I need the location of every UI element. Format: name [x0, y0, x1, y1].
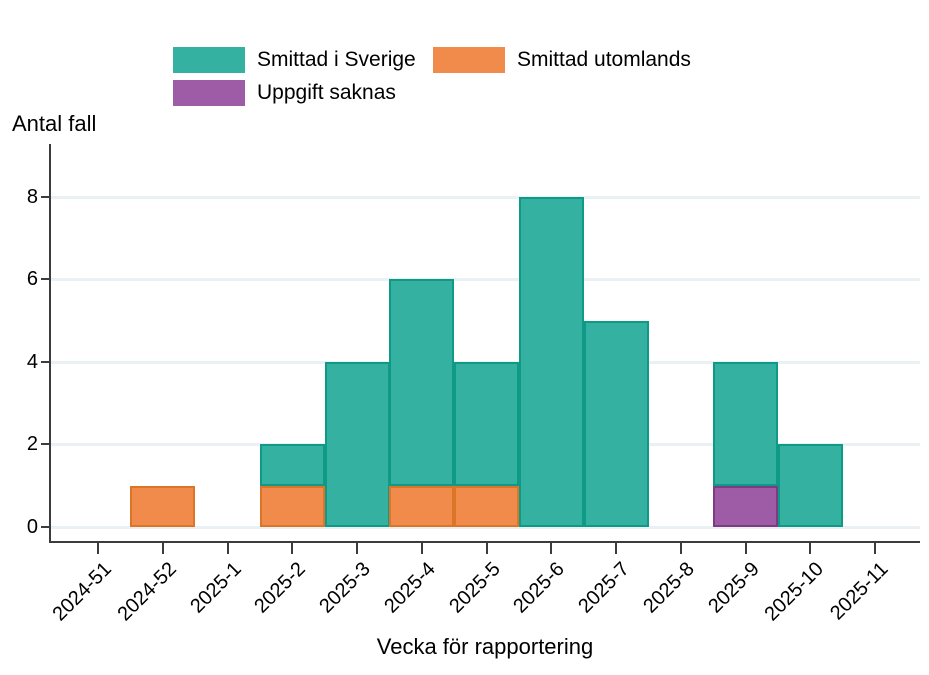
x-tick-label-2025-7: 2025-7 — [573, 558, 634, 618]
x-tick-2025-4 — [421, 543, 423, 554]
y-tick-6 — [41, 278, 50, 280]
bar-2025-7-Smittad i Sverige — [584, 321, 649, 527]
x-tick-label-2025-11: 2025-11 — [826, 558, 893, 625]
legend-item-saknas: Uppgift saknas — [173, 80, 396, 106]
x-tick-label-2025-8: 2025-8 — [638, 558, 699, 618]
y-axis-line — [49, 144, 51, 543]
x-tick-2025-7 — [615, 543, 617, 554]
bar-2025-3-Smittad i Sverige — [325, 362, 390, 527]
x-tick-2025-1 — [227, 543, 229, 554]
bar-2025-5-Smittad utomlands — [454, 486, 519, 527]
gridline-y-6 — [50, 278, 920, 281]
legend-item-sverige: Smittad i Sverige — [173, 47, 416, 73]
x-tick-2025-8 — [680, 543, 682, 554]
legend-swatch-utomlands — [433, 47, 505, 73]
y-tick-0 — [41, 526, 50, 528]
x-tick-label-2024-52: 2024-52 — [113, 558, 181, 626]
bar-2025-4-Smittad utomlands — [389, 486, 454, 527]
bar-2025-2-Smittad utomlands — [260, 486, 325, 527]
legend-item-utomlands: Smittad utomlands — [433, 47, 691, 73]
y-tick-4 — [41, 361, 50, 363]
y-tick-label-4: 4 — [26, 351, 38, 373]
legend-label-sverige: Smittad i Sverige — [257, 48, 416, 71]
x-tick-label-2025-4: 2025-4 — [379, 558, 440, 618]
x-axis-title: Vecka för rapportering — [376, 634, 594, 659]
legend-swatch-sverige — [173, 47, 245, 73]
gridline-y-0 — [50, 526, 920, 529]
gridline-y-8 — [50, 196, 920, 199]
x-tick-2024-51 — [97, 543, 99, 554]
y-tick-label-0: 0 — [26, 516, 38, 538]
x-tick-label-2025-9: 2025-9 — [703, 558, 764, 618]
x-tick-2025-6 — [550, 543, 552, 554]
bar-2025-10-Smittad i Sverige — [778, 444, 843, 527]
x-tick-2025-3 — [356, 543, 358, 554]
y-tick-label-6: 6 — [26, 268, 38, 290]
x-tick-label-2025-2: 2025-2 — [249, 558, 310, 618]
x-tick-2025-10 — [809, 543, 811, 554]
legend-label-saknas: Uppgift saknas — [257, 81, 396, 104]
bar-2025-9-Uppgift saknas — [713, 486, 778, 527]
bar-2025-5-Smittad i Sverige — [454, 362, 519, 486]
x-tick-label-2025-1: 2025-1 — [185, 558, 246, 618]
x-tick-label-2024-51: 2024-51 — [48, 558, 116, 626]
x-tick-2024-52 — [162, 543, 164, 554]
x-tick-2025-11 — [874, 543, 876, 554]
x-tick-label-2025-5: 2025-5 — [444, 558, 505, 618]
y-tick-8 — [41, 196, 50, 198]
x-tick-label-2025-6: 2025-6 — [508, 558, 569, 618]
bar-2025-2-Smittad i Sverige — [260, 444, 325, 486]
x-tick-2025-2 — [291, 543, 293, 554]
x-axis-line — [49, 541, 920, 543]
bar-2025-4-Smittad i Sverige — [389, 279, 454, 486]
bar-2024-52-Smittad utomlands — [130, 486, 195, 527]
y-tick-label-8: 8 — [26, 186, 38, 208]
bar-2025-9-Smittad i Sverige — [713, 362, 778, 486]
bar-2025-6-Smittad i Sverige — [519, 197, 584, 527]
x-tick-label-2025-3: 2025-3 — [314, 558, 375, 618]
legend-label-utomlands: Smittad utomlands — [517, 48, 691, 71]
x-tick-2025-5 — [486, 543, 488, 554]
y-tick-label-2: 2 — [26, 433, 38, 455]
legend-swatch-saknas — [173, 80, 245, 106]
y-axis-title: Antal fall — [12, 111, 97, 136]
x-tick-label-2025-10: 2025-10 — [760, 558, 828, 626]
y-tick-2 — [41, 443, 50, 445]
x-tick-2025-9 — [745, 543, 747, 554]
